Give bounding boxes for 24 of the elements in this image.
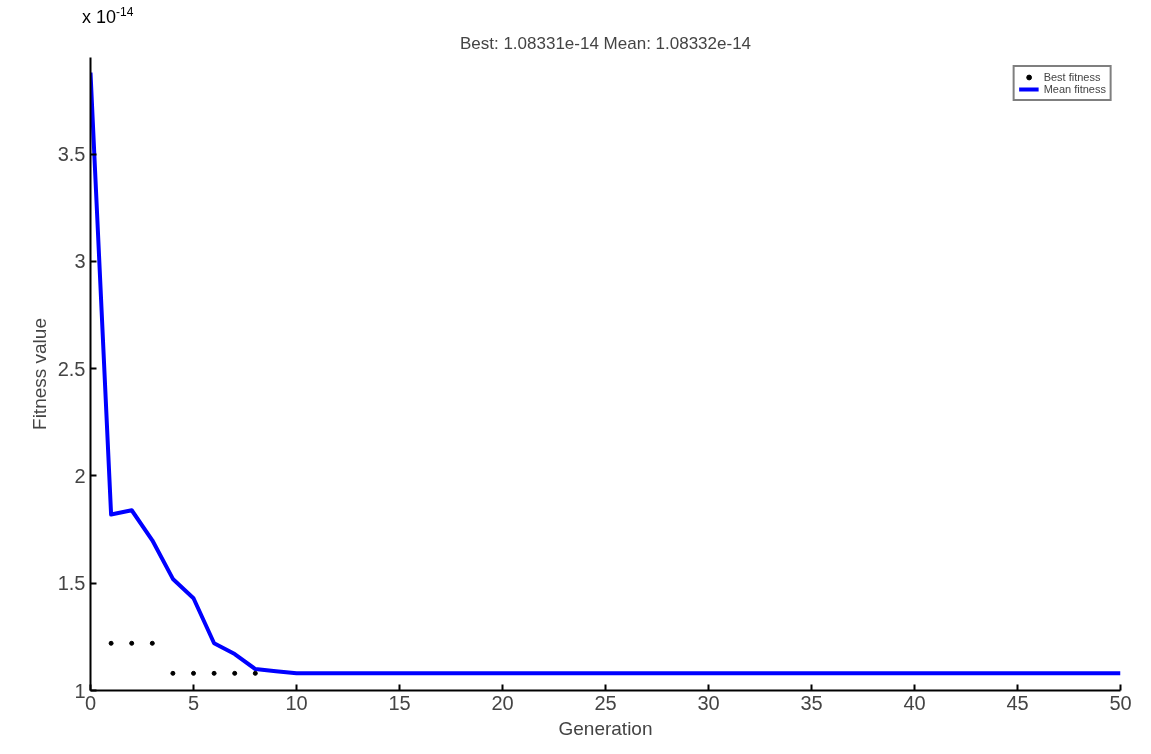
x-tick-label: 5	[187, 691, 200, 714]
x-tick-label: 35	[800, 691, 823, 714]
y-tick-label: 3	[74, 250, 86, 273]
x-tick-label: 20	[491, 691, 514, 714]
y-tick-label: 1	[74, 679, 86, 702]
x-tick-label: 10	[285, 691, 308, 714]
y-tick-label: 3.5	[57, 143, 86, 166]
chart-title: Best: 1.08331e-14 Mean: 1.08332e-14	[459, 33, 752, 53]
y-axis-title: Fitness value	[28, 318, 50, 430]
x-axis-title: Generation	[558, 717, 653, 739]
x-tick-label: 30	[697, 691, 720, 714]
text: x 10$^{-14}$	[82, 4, 134, 29]
y-tick-label: 2.5	[57, 357, 86, 380]
x-tick-label: 0	[84, 691, 97, 714]
line-series	[90, 70, 1121, 676]
x-tick-label: 45	[1006, 691, 1029, 714]
x-tick-label: 50	[1109, 691, 1132, 714]
y-tick-label: 1.5	[57, 572, 86, 595]
y-tick-label: 2	[74, 464, 86, 487]
legend-label: Best fitness	[1043, 71, 1101, 83]
legend-label: Mean fitness	[1043, 83, 1106, 95]
x-tick-label: 15	[388, 691, 411, 714]
x-tick-label: 40	[903, 691, 926, 714]
x-tick-label: 25	[594, 691, 617, 714]
